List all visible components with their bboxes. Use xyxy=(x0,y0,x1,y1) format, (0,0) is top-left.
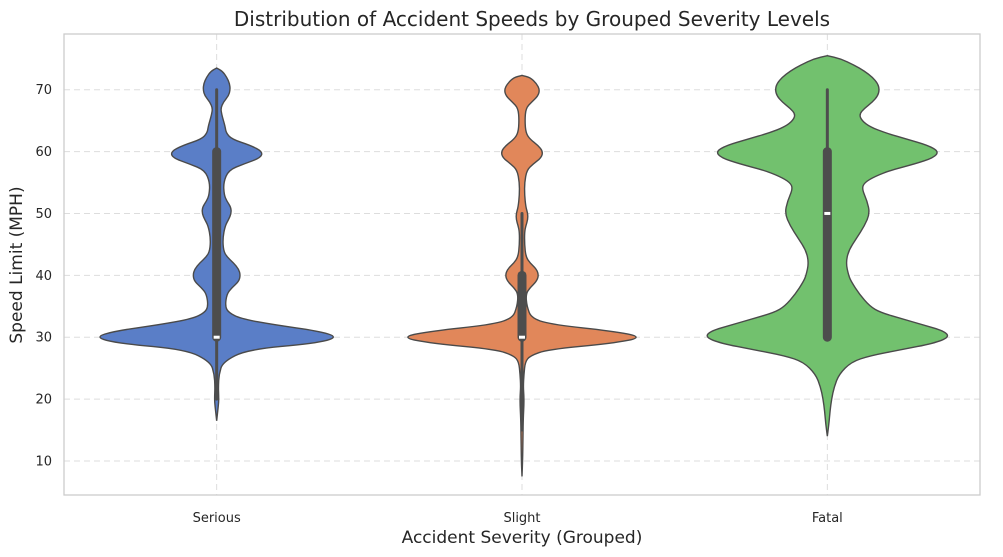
median-marker-serious xyxy=(213,335,220,339)
y-tick-label: 40 xyxy=(35,269,52,284)
violins xyxy=(99,54,949,477)
x-tick-label-serious: Serious xyxy=(193,511,241,526)
x-axis-ticks: Serious Slight Fatal xyxy=(193,511,843,526)
violin-slight xyxy=(407,74,637,477)
y-tick-label: 50 xyxy=(35,207,52,222)
y-tick-label: 20 xyxy=(35,393,52,408)
y-axis-label: Speed Limit (MPH) xyxy=(7,186,27,343)
median-marker-fatal xyxy=(824,211,831,215)
x-tick-label-slight: Slight xyxy=(503,511,540,526)
plot-frame xyxy=(63,33,981,496)
y-tick-label: 10 xyxy=(35,454,52,469)
chart-title: Distribution of Accident Speeds by Group… xyxy=(234,7,830,31)
x-tick-label-fatal: Fatal xyxy=(812,511,843,526)
x-axis-label: Accident Severity (Grouped) xyxy=(402,528,643,548)
violin-serious xyxy=(99,67,334,421)
median-marker-slight xyxy=(519,335,525,339)
y-axis-ticks: 10 20 30 40 50 60 70 xyxy=(35,83,52,469)
y-tick-label: 60 xyxy=(35,145,52,160)
violin-fatal xyxy=(706,54,949,437)
y-tick-label: 70 xyxy=(35,83,52,98)
y-tick-label: 30 xyxy=(35,331,52,346)
